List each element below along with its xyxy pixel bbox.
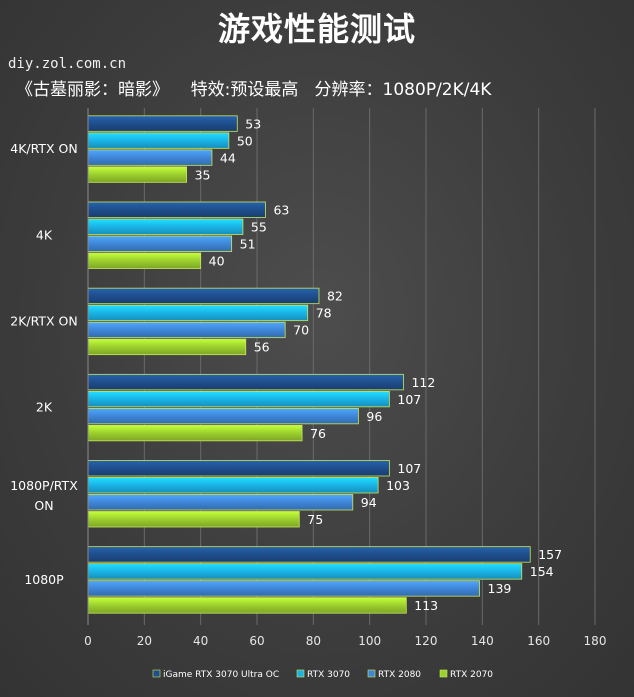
bar-value-label: 53 (245, 116, 261, 131)
category-label: 2K (36, 400, 53, 415)
category-label: 2K/RTX ON (10, 313, 78, 328)
legend-label: RTX 3070 (307, 670, 350, 680)
bar-value-label: 94 (361, 495, 377, 510)
bar-value-label: 139 (488, 581, 512, 596)
bar-value-label: 55 (251, 220, 267, 235)
bar (87, 321, 286, 339)
bar (87, 115, 238, 132)
x-tick-label: 60 (249, 634, 264, 648)
bar (87, 149, 213, 166)
x-tick-label: 120 (415, 634, 438, 648)
bar-value-label: 75 (307, 512, 323, 527)
bar-value-label: 70 (293, 323, 309, 338)
bar-value-label: 78 (316, 306, 332, 321)
bar (87, 477, 379, 494)
x-tick-label: 0 (84, 634, 92, 648)
bar (87, 252, 202, 269)
bar-value-label: 51 (240, 237, 256, 252)
bar (87, 546, 531, 563)
bar (87, 166, 187, 183)
bar-value-label: 82 (327, 289, 343, 304)
bar (87, 424, 303, 442)
category-label: 4K/RTX ON (10, 141, 78, 156)
x-tick-label: 140 (471, 634, 494, 648)
bar (87, 373, 404, 391)
bar-value-label: 63 (273, 203, 289, 218)
bar-value-label: 50 (237, 133, 253, 148)
legend-label: RTX 2070 (450, 670, 493, 680)
bar (87, 338, 247, 356)
bar (87, 597, 407, 614)
bar (87, 132, 230, 149)
bar-value-label: 40 (209, 254, 225, 269)
legend-swatch (152, 669, 161, 678)
bar (87, 218, 244, 235)
x-tick-label: 180 (584, 634, 607, 648)
bar (87, 494, 354, 511)
legend-swatch (439, 669, 448, 678)
legend-label: iGame RTX 3070 Ultra OC (163, 670, 279, 680)
bar (87, 390, 390, 408)
bar-value-label: 96 (366, 409, 382, 424)
chart-title: 游戏性能测试 (217, 10, 416, 48)
x-tick-label: 20 (137, 634, 152, 648)
watermark-text: diy.zol.com.cn (8, 56, 127, 72)
bar-value-label: 76 (310, 426, 326, 441)
x-tick-label: 160 (527, 634, 550, 648)
bar (87, 580, 480, 597)
legend-swatch (296, 669, 305, 678)
bar-value-label: 157 (538, 547, 562, 562)
bar (87, 511, 300, 528)
bar-value-label: 154 (530, 564, 554, 579)
bar (87, 407, 359, 425)
bar-value-label: 44 (220, 150, 236, 165)
bar (87, 304, 309, 322)
x-tick-label: 40 (193, 634, 208, 648)
legend-label: RTX 2080 (378, 670, 421, 680)
bar-value-label: 56 (254, 340, 270, 355)
bar-value-label: 113 (414, 598, 438, 613)
bar-value-label: 35 (195, 167, 211, 182)
bar-value-label: 107 (397, 392, 421, 407)
bar (87, 287, 320, 305)
x-tick-label: 100 (358, 634, 381, 648)
bar (87, 201, 266, 218)
bar-value-label: 107 (397, 461, 421, 476)
bar (87, 563, 523, 580)
bar-value-label: 103 (386, 478, 410, 493)
chart-subtitle: 《古墓丽影：暗影》 特效:预设最高 分辨率：1080P/2K/4K (16, 80, 492, 100)
category-label: 1080P/RTX ON (10, 478, 78, 513)
bar-value-label: 112 (411, 375, 435, 390)
category-label: 1080P (24, 572, 64, 587)
legend-swatch (367, 669, 376, 678)
bar (87, 460, 390, 477)
x-tick-label: 80 (306, 634, 321, 648)
category-label: 4K (36, 227, 53, 242)
bar (87, 235, 233, 252)
